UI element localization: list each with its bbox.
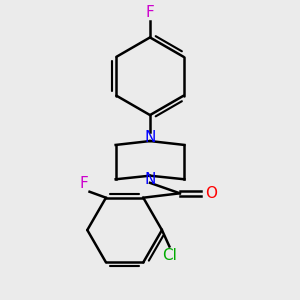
Text: N: N: [144, 130, 156, 145]
Text: O: O: [205, 186, 217, 201]
Text: N: N: [144, 172, 156, 187]
Text: Cl: Cl: [163, 248, 177, 263]
Text: F: F: [146, 4, 154, 20]
Text: F: F: [79, 176, 88, 191]
